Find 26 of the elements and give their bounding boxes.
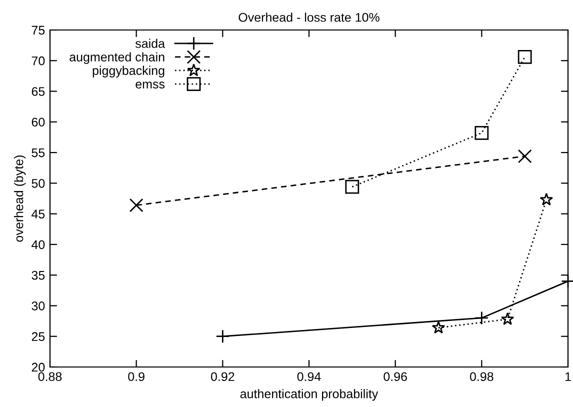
legend-label: augmented chain (70, 52, 164, 64)
x-tick-label: 0.9 (128, 372, 144, 382)
y-tick-label: 40 (32, 240, 45, 250)
y-tick-label: 50 (32, 178, 45, 188)
legend-label: emss (136, 82, 165, 89)
chart-title: Overhead - loss rate 10% (238, 12, 380, 22)
y-tick-label: 45 (32, 210, 45, 218)
x-tick-label: 0.88 (38, 372, 62, 382)
x-tick-label: 0.96 (384, 372, 407, 382)
legend-label: saida (135, 38, 166, 48)
x-axis-title: authentication probability (240, 389, 378, 401)
y-tick-label: 30 (32, 302, 45, 310)
y-tick-label: 25 (32, 332, 45, 342)
y-tick-label: 70 (32, 56, 45, 66)
y-tick-label: 60 (32, 118, 45, 127)
y-axis-title: overhead (byte) (14, 156, 26, 242)
y-tick-label: 75 (32, 26, 45, 35)
legend-label: piggybacking (92, 66, 164, 78)
x-tick-label: 0.94 (297, 372, 321, 382)
y-tick-label: 35 (32, 270, 45, 280)
x-tick-label: 0.98 (470, 372, 494, 382)
y-tick-label: 55 (32, 148, 45, 158)
x-tick-label: 0.92 (210, 372, 234, 382)
y-tick-label: 65 (32, 87, 45, 96)
x-tick-label: 1 (565, 372, 571, 381)
y-tick-label: 20 (32, 362, 45, 372)
